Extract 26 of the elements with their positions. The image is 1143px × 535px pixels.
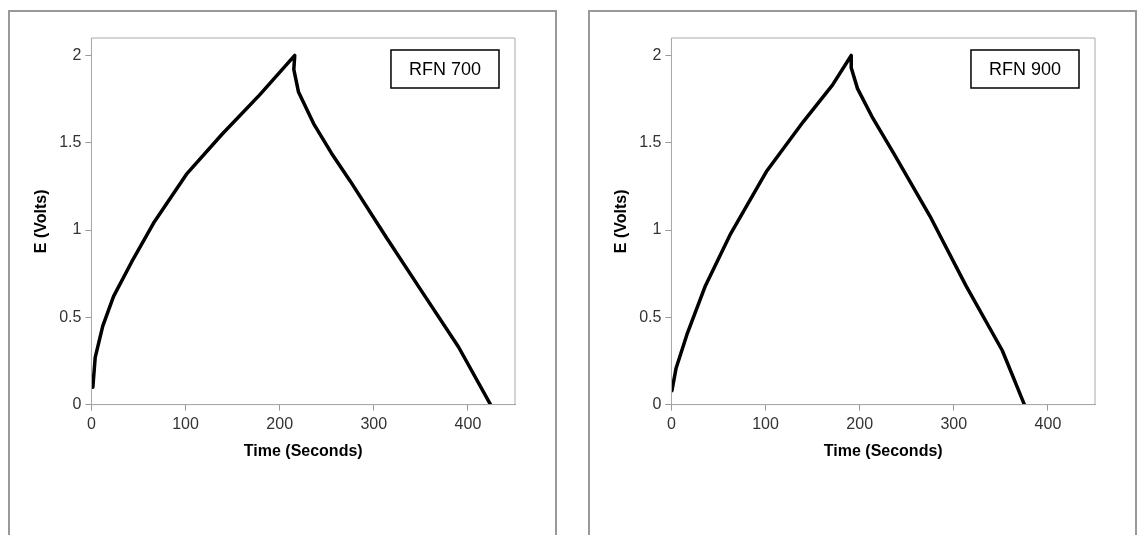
x-tick-label: 300	[360, 414, 388, 432]
x-tick-label: 400	[1034, 414, 1062, 432]
x-tick-label: 0	[666, 414, 676, 432]
x-tick-label: 100	[172, 414, 200, 432]
y-tick-label: 1.5	[59, 133, 82, 151]
x-tick-label: 200	[266, 414, 294, 432]
x-axis-title: Time (Seconds)	[823, 441, 943, 459]
y-tick-label: 0.5	[639, 307, 662, 325]
y-tick-label: 0.5	[59, 307, 82, 325]
y-axis-title: E (Volts)	[612, 189, 630, 254]
annotation: RFN 900	[988, 58, 1061, 79]
x-tick-label: 100	[752, 414, 780, 432]
x-tick-label: 400	[454, 414, 482, 432]
y-tick-label: 0	[72, 395, 82, 413]
y-tick-label: 1	[72, 220, 82, 238]
x-tick-label: 300	[940, 414, 968, 432]
y-axis-title: E (Volts)	[32, 189, 50, 254]
annotation: RFN 700	[408, 58, 481, 79]
y-tick-label: 1.5	[639, 133, 662, 151]
x-axis-title: Time (Seconds)	[243, 441, 363, 459]
x-tick-label: 200	[846, 414, 874, 432]
y-tick-label: 1	[652, 220, 662, 238]
x-tick-label: 0	[86, 414, 96, 432]
y-tick-label: 2	[652, 45, 662, 63]
y-tick-label: 0	[652, 395, 662, 413]
y-tick-label: 2	[72, 45, 82, 63]
